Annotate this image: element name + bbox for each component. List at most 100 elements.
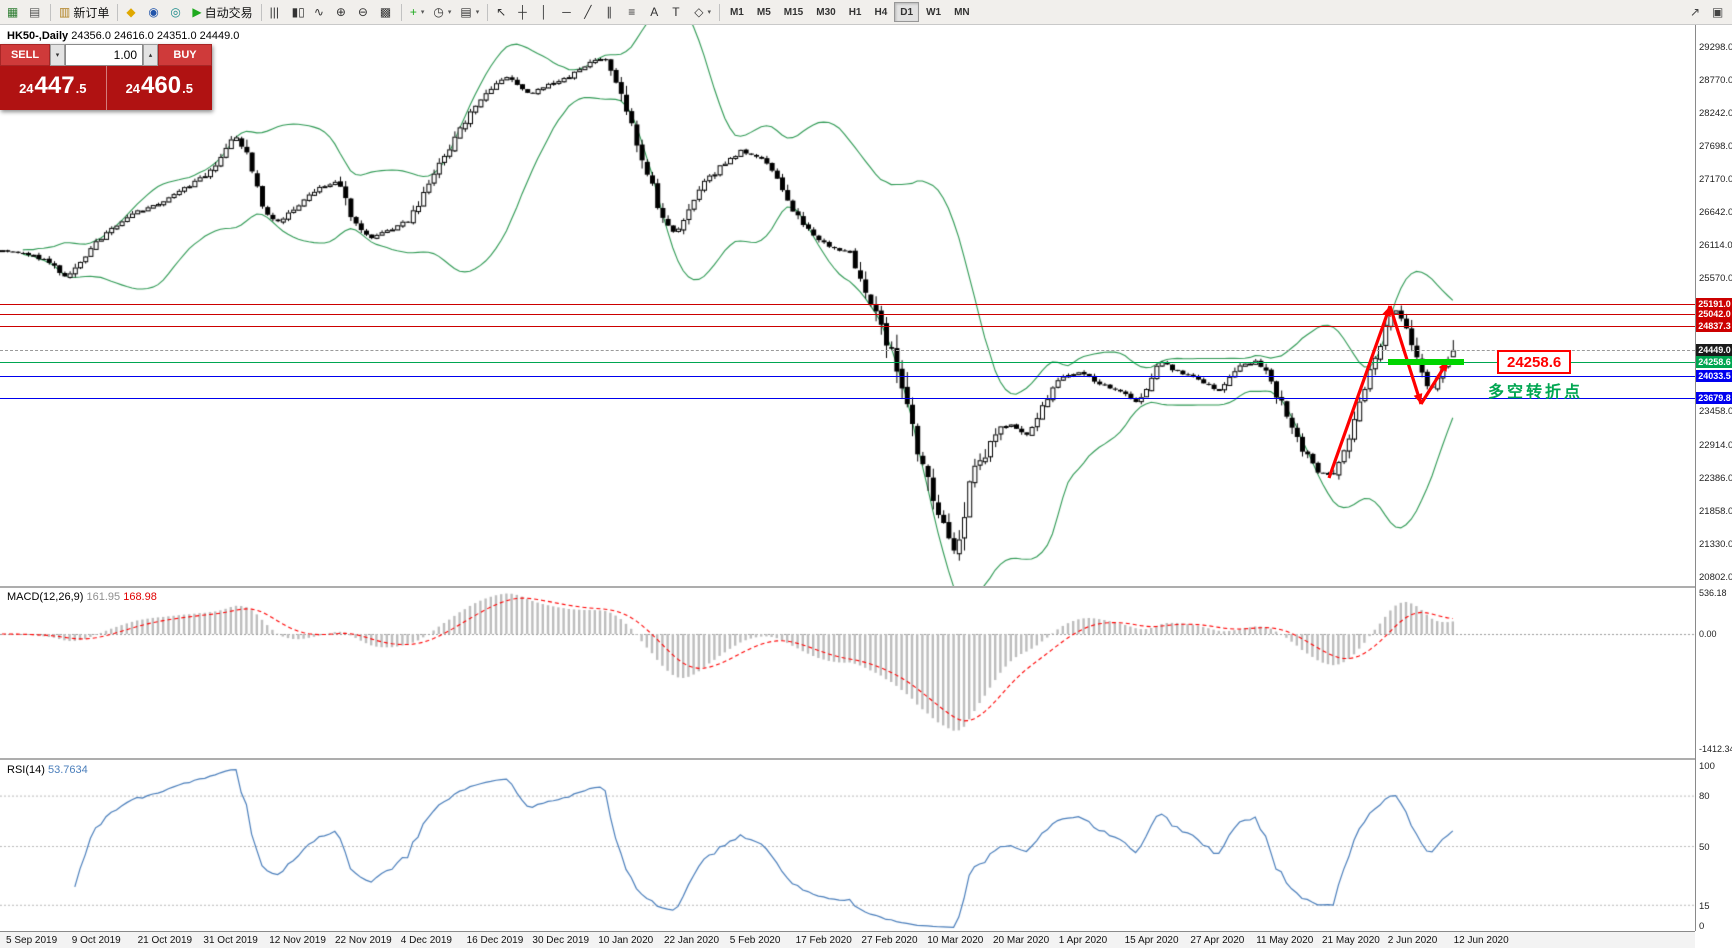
price-callout[interactable]: 24258.6 (1497, 350, 1572, 374)
zoom-out-icon: ⊖ (357, 5, 368, 19)
autotrading-button[interactable]: ▶ 自动交易 (188, 2, 256, 23)
label-icon: T (672, 5, 680, 19)
metaeditor-button[interactable]: ◆ (122, 2, 143, 23)
horizontal-line-25191.0[interactable] (0, 304, 1695, 305)
toolbar-separator (260, 3, 262, 21)
date-axis-label: 16 Dec 2019 (466, 935, 524, 946)
macd-axis-label: 536.18 (1699, 588, 1727, 598)
zoom-in-button[interactable]: ⊕ (332, 2, 353, 23)
fibonacci-button[interactable]: ≡ (624, 2, 645, 23)
templates-button[interactable]: ▤ ▾ (456, 2, 483, 23)
horizontal-line-24449.0[interactable] (0, 350, 1695, 351)
panel-separator-rsi[interactable] (0, 758, 1732, 760)
shapes-button[interactable]: ◇ ▾ (690, 2, 715, 23)
periods-icon: ◷ (433, 5, 444, 19)
date-axis-label: 21 Oct 2019 (137, 935, 193, 946)
date-axis-label: 20 Mar 2020 (993, 935, 1050, 946)
panel-separator-macd[interactable] (0, 586, 1732, 588)
timeframe-w1-button[interactable]: W1 (920, 2, 947, 22)
rsi-axis-label: 0 (1699, 921, 1705, 932)
date-axis-label: 4 Dec 2019 (400, 935, 452, 946)
line-chart-icon: ∿ (313, 5, 324, 19)
new-chart-icon: ▦ (7, 5, 19, 19)
bars-chart-button[interactable]: ||| (266, 2, 287, 23)
zoom-out-button[interactable]: ⊖ (354, 2, 375, 23)
date-axis-label: 12 Jun 2020 (1453, 935, 1509, 946)
date-axis-label: 1 Apr 2020 (1058, 935, 1108, 946)
timeframe-mn-button[interactable]: MN (948, 2, 976, 22)
price-marker-23679.8: 23679.8 (1696, 392, 1732, 404)
chart-shift-button[interactable]: ↗ (1686, 2, 1707, 23)
price-marker-25042.0: 25042.0 (1696, 308, 1732, 320)
market-watch-button[interactable]: ◉ (144, 2, 165, 23)
chart-profiles-button[interactable]: ▤ (25, 2, 46, 23)
lot-decrease-button[interactable]: ▾ (50, 44, 65, 66)
label-button[interactable]: T (668, 2, 689, 23)
timeframe-m1-button[interactable]: M1 (724, 2, 750, 22)
rsi-canvas[interactable] (0, 760, 1695, 930)
buy-price[interactable]: 24 460.5 (125, 72, 193, 99)
price-axis-label: 23458.0 (1699, 406, 1732, 417)
rsi-axis-label: 80 (1699, 791, 1710, 802)
horizontal-line-24033.5[interactable] (0, 376, 1695, 377)
horizontal-line-24258.6[interactable] (0, 362, 1695, 363)
timeframe-d1-button[interactable]: D1 (894, 2, 920, 22)
horizontal-line-23679.8[interactable] (0, 398, 1695, 399)
toolbar-separator (718, 3, 720, 21)
crosshair-button[interactable]: ┼ (514, 2, 535, 23)
line-chart-button[interactable]: ∿ (310, 2, 331, 23)
text-button[interactable]: A (646, 2, 667, 23)
bars-chart-icon: ||| (269, 5, 279, 19)
market-watch-icon: ◉ (148, 5, 159, 19)
turning-point-label[interactable]: 多空转折点 (1488, 384, 1584, 401)
docking-button[interactable]: ▣ (1708, 2, 1729, 23)
lot-size-input[interactable] (65, 44, 143, 66)
community-button[interactable]: ◎ (166, 2, 187, 23)
main-chart-canvas[interactable] (0, 25, 1695, 586)
price-axis[interactable]: 29298.0 28770.0 28242.0 27698.0 27170.0 26642… (1695, 25, 1732, 932)
tile-windows-button[interactable]: ▩ (376, 2, 397, 23)
timeframe-h1-button[interactable]: H1 (843, 2, 868, 22)
periods-button[interactable]: ◷ ▾ (429, 2, 455, 23)
horizontal-line-button[interactable]: ─ (558, 2, 579, 23)
price-marker-24449.0: 24449.0 (1696, 344, 1732, 356)
vertical-line-button[interactable]: │ (536, 2, 557, 23)
trendline-icon: ╱ (584, 5, 592, 19)
price-axis-label: 29298.0 (1699, 42, 1732, 53)
price-axis-label: 28242.0 (1699, 108, 1732, 119)
timeframe-m15-button[interactable]: M15 (778, 2, 809, 22)
date-axis[interactable]: 5 Sep 2019 9 Oct 2019 21 Oct 2019 31 Oct 20… (0, 931, 1695, 948)
trade-panel-header: SELL ▾ ▴ BUY (0, 44, 212, 66)
horizontal-line-icon: ─ (562, 5, 571, 19)
horizontal-line-25042.0[interactable] (0, 314, 1695, 315)
price-marker-24033.5: 24033.5 (1696, 370, 1732, 382)
cursor-button[interactable]: ↖ (492, 2, 513, 23)
new-order-button[interactable]: ▥ 新订单 (55, 2, 113, 23)
sell-price[interactable]: 24 447.5 (19, 72, 87, 99)
price-axis-label: 26114.0 (1699, 240, 1732, 251)
candles-chart-button[interactable]: ▮▯ (288, 2, 309, 23)
vertical-line-icon: │ (540, 5, 548, 19)
timeframe-m30-button[interactable]: M30 (810, 2, 841, 22)
date-axis-label: 17 Feb 2020 (795, 935, 852, 946)
date-axis-label: 22 Jan 2020 (664, 935, 720, 946)
macd-canvas[interactable] (0, 588, 1695, 758)
timeframe-h4-button[interactable]: H4 (868, 2, 893, 22)
timeframe-m5-button[interactable]: M5 (751, 2, 777, 22)
sell-button[interactable]: SELL (0, 44, 50, 66)
price-axis-label: 28770.0 (1699, 75, 1732, 86)
buy-button[interactable]: BUY (158, 44, 212, 66)
price-divider (105, 66, 107, 110)
lot-increase-button[interactable]: ▴ (143, 44, 158, 66)
trade-panel-prices: 24 447.5 24 460.5 (0, 66, 212, 110)
horizontal-line-24837.3[interactable] (0, 326, 1695, 327)
date-axis-label: 31 Oct 2019 (203, 935, 258, 946)
new-chart-button[interactable]: ▦ (3, 2, 24, 23)
date-axis-label: 27 Apr 2020 (1190, 935, 1245, 946)
trendline-button[interactable]: ╱ (580, 2, 601, 23)
channel-button[interactable]: ∥ (602, 2, 623, 23)
indicators-button[interactable]: + ▾ (406, 2, 429, 23)
turning-point-segment[interactable] (1388, 359, 1464, 365)
